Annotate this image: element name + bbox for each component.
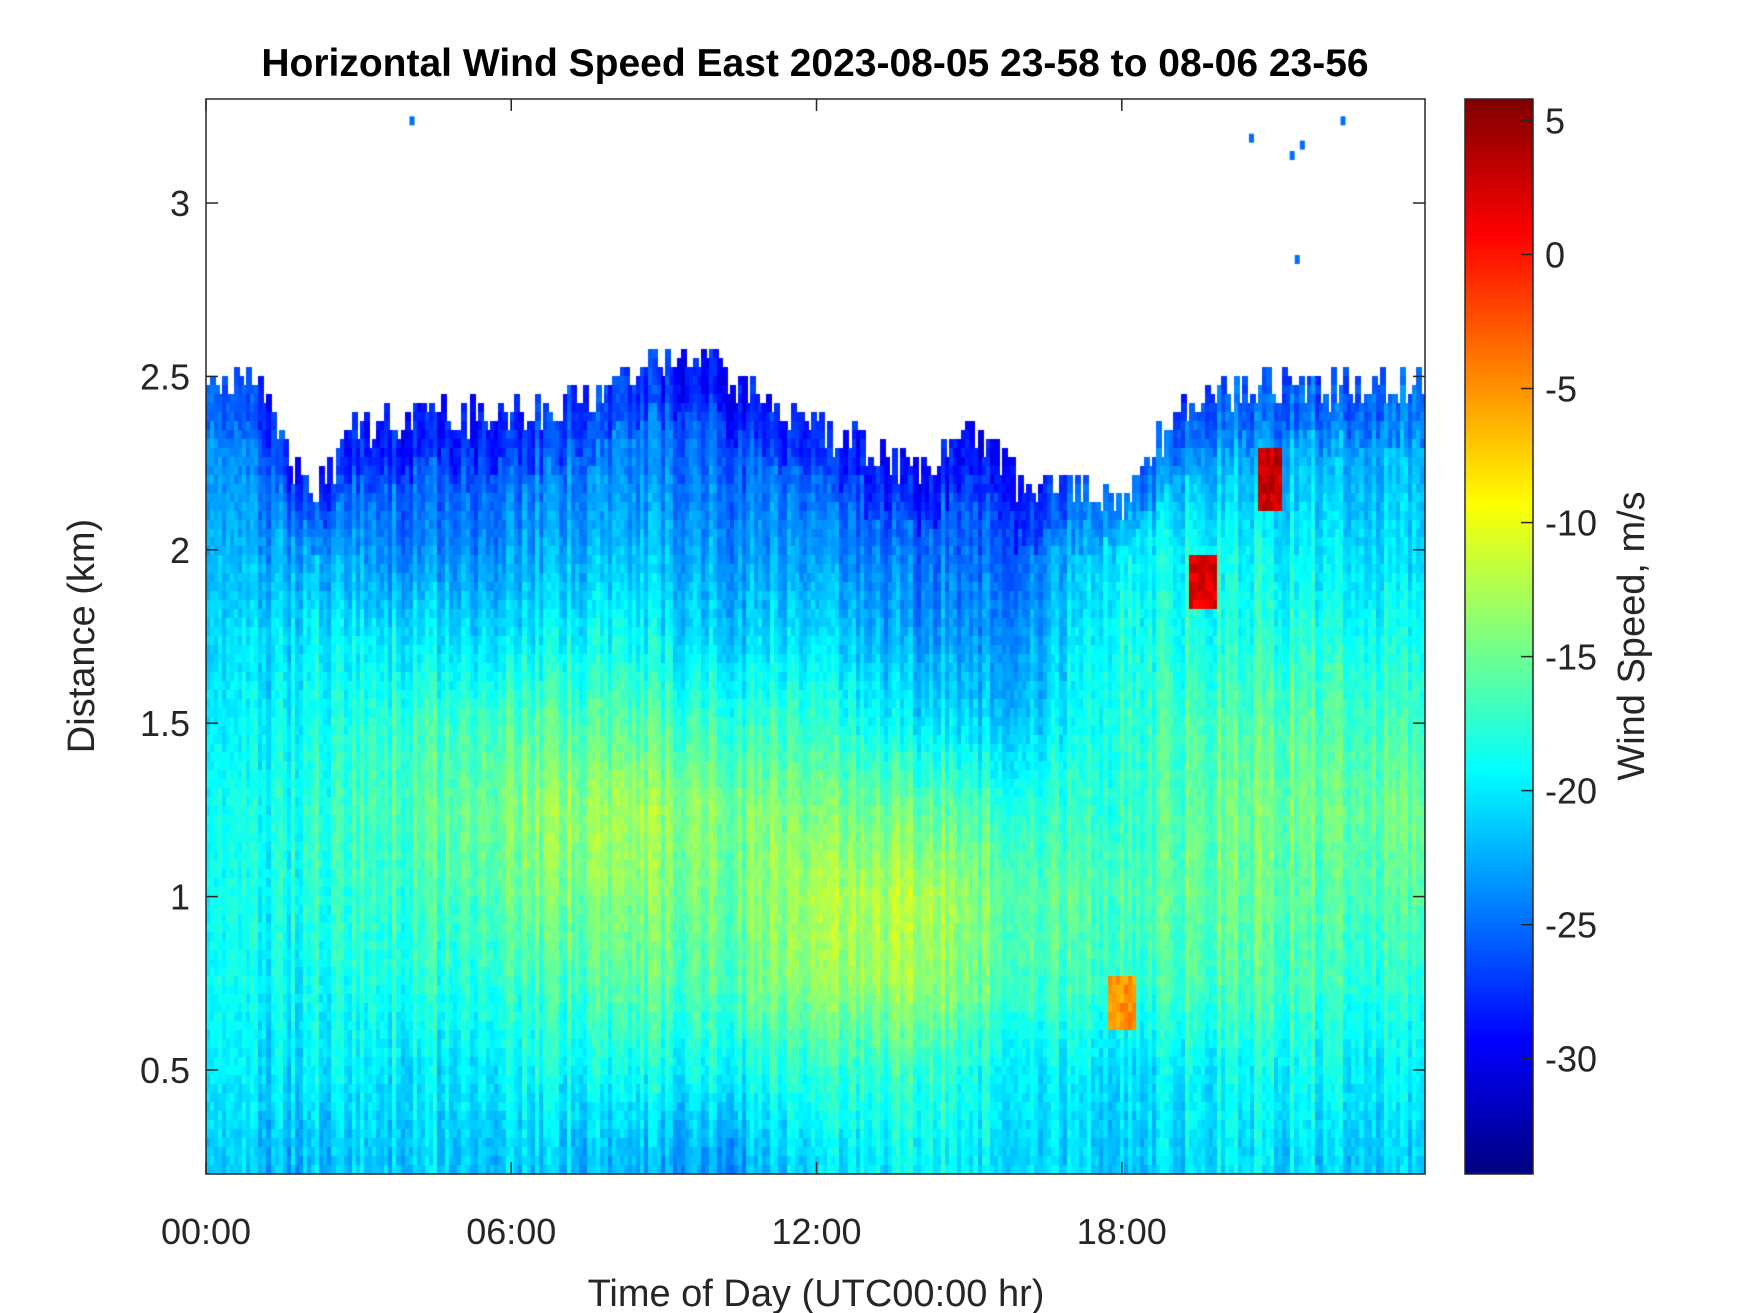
chart-title: Horizontal Wind Speed East 2023-08-05 23… (261, 42, 1369, 85)
y-tick-label: 1.5 (140, 703, 190, 744)
heatmap-plot-area (206, 99, 1425, 1174)
colorbar-tick-label: -10 (1545, 503, 1597, 544)
colorbar-frame (1464, 98, 1534, 1175)
x-axis-label: Time of Day (UTC00:00 hr) (588, 1273, 1045, 1313)
plot-frame (205, 98, 1426, 1175)
colorbar-tick-label: 0 (1545, 234, 1565, 275)
y-axis-label: Distance (km) (61, 519, 103, 753)
y-tick-label: 1 (170, 877, 190, 918)
y-tick-label: 2 (170, 530, 190, 571)
y-tick-label: 2.5 (140, 356, 190, 397)
colorbar (1465, 99, 1533, 1174)
colorbar-tick-label: -5 (1545, 369, 1577, 410)
x-tick-label: 06:00 (466, 1211, 556, 1252)
colorbar-tick-label: -15 (1545, 637, 1597, 678)
y-tick-label: 0.5 (140, 1050, 190, 1091)
colorbar-tick-label: -20 (1545, 771, 1597, 812)
colorbar-tick-label: 5 (1545, 100, 1565, 141)
colorbar-tick-label: -30 (1545, 1039, 1597, 1080)
y-tick-label: 3 (170, 183, 190, 224)
colorbar-label: Wind Speed, m/s (1611, 491, 1653, 780)
x-tick-label: 00:00 (161, 1211, 251, 1252)
x-tick-label: 12:00 (771, 1211, 861, 1252)
colorbar-tick-label: -25 (1545, 905, 1597, 946)
x-tick-label: 18:00 (1077, 1211, 1167, 1252)
